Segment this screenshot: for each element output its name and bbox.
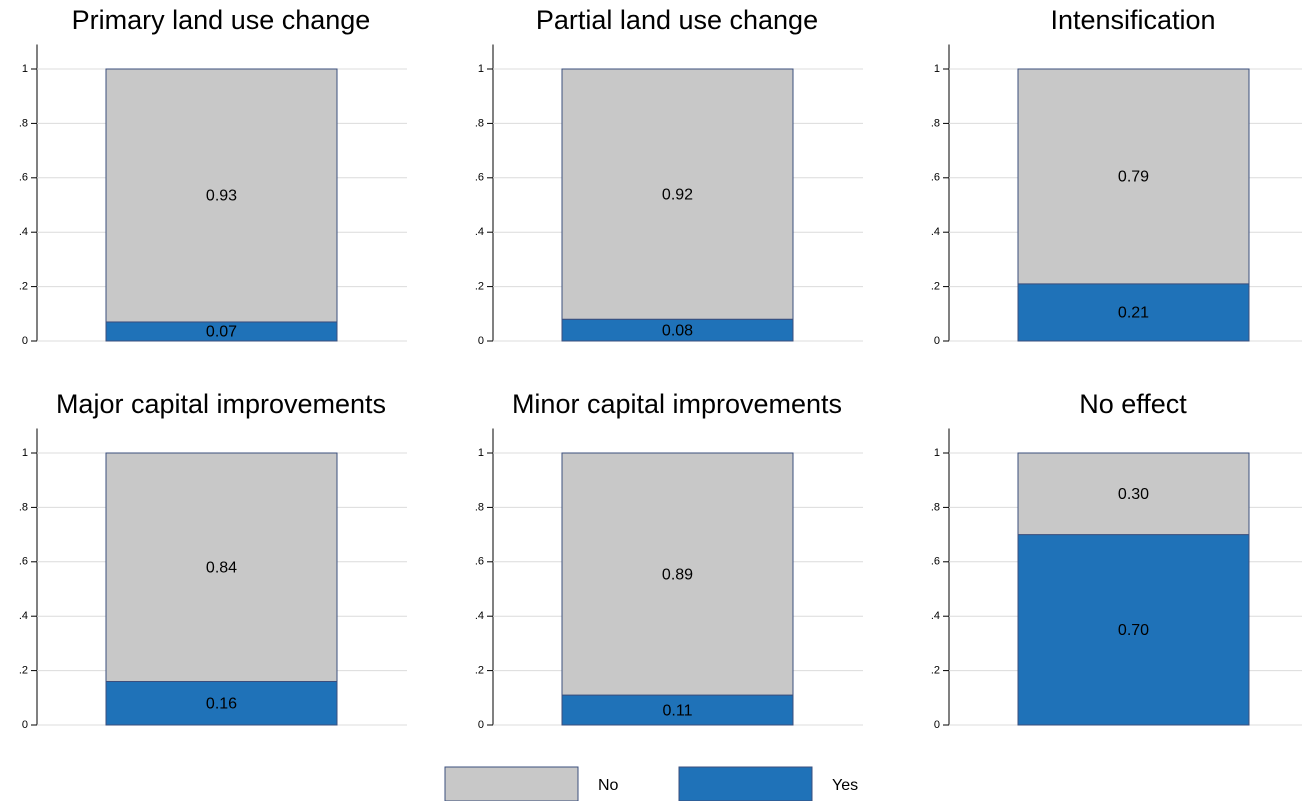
- y-tick-label: 0: [934, 719, 940, 731]
- bar-segment: [1017, 283, 1250, 342]
- y-tick-label: .8: [19, 501, 28, 513]
- panel-title: Primary land use change: [72, 5, 371, 35]
- bar-segment: [1017, 534, 1250, 726]
- y-tick-label: 1: [22, 63, 28, 75]
- y-tick-label: .8: [19, 117, 28, 129]
- y-tick-label: 0: [478, 719, 484, 731]
- legend-swatch: [678, 766, 813, 801]
- y-tick-label: 1: [22, 447, 28, 459]
- y-tick-label: .4: [931, 226, 940, 238]
- y-tick-label: .8: [475, 501, 484, 513]
- panel-title: No effect: [1079, 389, 1187, 419]
- value-label: 0.92: [662, 186, 693, 203]
- value-label: 0.21: [1118, 305, 1149, 322]
- y-tick-label: 1: [478, 447, 484, 459]
- bar-segment: [105, 452, 338, 682]
- y-tick-label: .2: [931, 281, 940, 293]
- panel-title: Partial land use change: [536, 5, 818, 35]
- bar-segment: [1017, 68, 1250, 285]
- bar-segment: [561, 694, 794, 726]
- value-label: 0.93: [206, 188, 237, 205]
- y-tick-label: 0: [22, 335, 28, 347]
- y-tick-label: .4: [19, 610, 28, 622]
- y-tick-label: .2: [475, 281, 484, 293]
- y-tick-label: 0: [478, 335, 484, 347]
- y-tick-label: .6: [19, 172, 28, 184]
- panel-title: Minor capital improvements: [512, 389, 842, 419]
- y-tick-label: .2: [475, 665, 484, 677]
- y-tick-label: .4: [475, 226, 484, 238]
- bar-segment: [561, 452, 794, 696]
- value-label: 0.08: [662, 322, 693, 339]
- y-tick-label: .6: [931, 172, 940, 184]
- y-tick-label: .2: [19, 281, 28, 293]
- y-tick-label: 1: [478, 63, 484, 75]
- y-tick-label: .6: [475, 172, 484, 184]
- y-tick-label: .6: [19, 556, 28, 568]
- y-tick-label: .8: [931, 501, 940, 513]
- y-tick-label: .4: [19, 226, 28, 238]
- bar-segment: [105, 680, 338, 726]
- y-tick-label: .4: [475, 610, 484, 622]
- value-label: 0.16: [206, 695, 237, 712]
- value-label: 0.79: [1118, 169, 1149, 186]
- y-tick-label: 1: [934, 63, 940, 75]
- y-tick-label: .2: [931, 665, 940, 677]
- legend-swatch: [444, 766, 579, 801]
- legend-label: No: [598, 777, 619, 794]
- y-tick-label: .6: [931, 556, 940, 568]
- bar-segment: [1017, 452, 1250, 536]
- y-tick-label: .4: [931, 610, 940, 622]
- panel-title: Intensification: [1050, 5, 1215, 35]
- value-label: 0.07: [206, 324, 237, 341]
- bar-segment: [561, 68, 794, 320]
- value-label: 0.70: [1118, 622, 1149, 639]
- y-tick-label: 0: [934, 335, 940, 347]
- value-label: 0.84: [206, 559, 237, 576]
- value-label: 0.11: [663, 702, 693, 719]
- y-tick-label: 0: [22, 719, 28, 731]
- legend-label: Yes: [832, 777, 858, 794]
- y-tick-label: .6: [475, 556, 484, 568]
- y-tick-label: .8: [475, 117, 484, 129]
- bar-segment: [105, 68, 338, 323]
- y-tick-label: .2: [19, 665, 28, 677]
- y-tick-label: 1: [934, 447, 940, 459]
- y-tick-label: .8: [931, 117, 940, 129]
- panel-title: Major capital improvements: [56, 389, 386, 419]
- value-label: 0.30: [1118, 486, 1149, 503]
- value-label: 0.89: [662, 566, 693, 583]
